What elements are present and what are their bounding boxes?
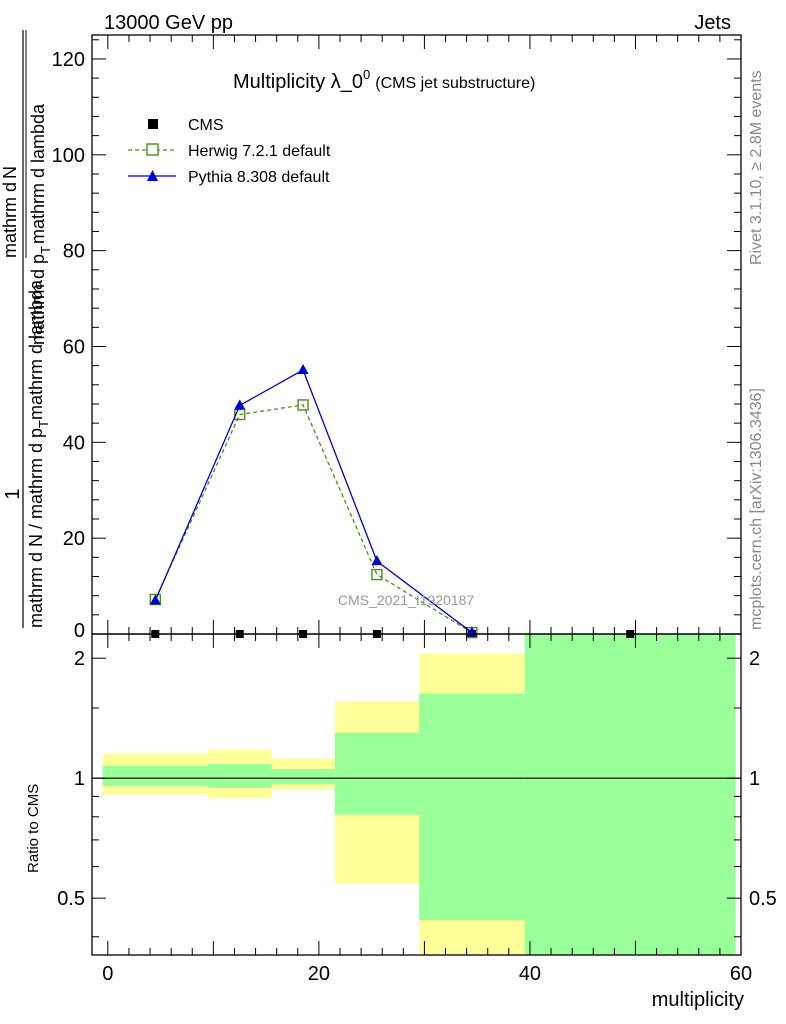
legend: CMS Herwig 7.2.1 default Pythia 8.308 de… (128, 117, 331, 186)
ratio-band-green-3 (334, 732, 420, 815)
legend-label-pythia: Pythia 8.308 default (188, 169, 330, 186)
main-ytick-label-2: 60 (63, 336, 85, 358)
ratio-ytick-label-left-0: 0.5 (57, 888, 85, 910)
ratio-band-green-0 (102, 765, 209, 787)
y-label-top-num-N: N (0, 166, 20, 179)
ratio-ytick-label-left-1: 1 (74, 768, 85, 790)
pythia-point-3 (371, 555, 383, 566)
y-label-denominator: mathrm d N / mathrm d pTmathrm d lambda (26, 279, 51, 628)
main-ytick-label-5: 120 (52, 49, 85, 71)
y-label-top-num: mathrm d N (0, 166, 20, 258)
y-label-top-den-a: mathrm d p (28, 254, 48, 345)
ratio-ytick-label-right-2: 2 (749, 648, 760, 670)
herwig-point-3 (371, 568, 383, 581)
y-label-den-tail: mathrm d lambda (26, 279, 46, 420)
pythia-point-0 (149, 594, 161, 605)
x-axis-label: multiplicity (652, 989, 744, 1011)
ratio-band-green-5 (524, 634, 736, 955)
ratio-band-green-1 (208, 764, 272, 788)
main-ytick-label-1: 40 (63, 432, 85, 454)
y-label-top-den-tail: mathrm d lambda (28, 103, 48, 244)
legend-marker-cms (148, 119, 158, 129)
plot-title-main: Multiplicity λ_0 (233, 71, 363, 93)
main-ytick-label-0: 20 (63, 528, 85, 550)
ratio-ytick-label-right-0: 0.5 (749, 888, 777, 910)
y-label-den-sub: T (36, 420, 51, 428)
y-label-top-den-sub: T (38, 246, 53, 254)
series-line-1 (154, 404, 473, 634)
x-tick-label-2: 40 (519, 963, 541, 985)
pythia-point-2 (297, 363, 309, 374)
legend-marker-herwig (146, 143, 159, 156)
y-axis-label-main: 1 mathrm d N / mathrm d pTmathrm d lambd… (0, 30, 53, 628)
rivet-label: Rivet 3.1.10, ≥ 2.8M events (748, 70, 765, 265)
x-tick-label-1: 20 (308, 963, 330, 985)
y-axis-label-ratio: Ratio to CMS (25, 784, 42, 873)
x-tick-label-3: 60 (730, 963, 752, 985)
plot-title-sup: 0 (363, 67, 370, 82)
pythia-point-1 (234, 399, 246, 410)
ratio-ytick-label-right-1: 1 (749, 768, 760, 790)
plot-title-sub: (CMS jet substructure) (375, 75, 535, 92)
y-label-numerator: 1 (2, 488, 24, 499)
x-tick-label-0: 0 (102, 963, 113, 985)
ratio-band-green-4 (419, 693, 525, 921)
y-label-den-main: mathrm d N / mathrm d p (26, 428, 46, 628)
analysis-watermark: CMS_2021_I1920187 (338, 592, 474, 608)
legend-label-herwig: Herwig 7.2.1 default (188, 143, 331, 160)
ratio-band-green-2 (271, 768, 335, 785)
herwig-point-1 (234, 408, 246, 421)
main-ytick-label-3: 80 (63, 241, 85, 263)
legend-marker-pythia (147, 170, 158, 181)
axes-group: 20 40 60 80 100 120 0 0 20 40 60 0.5 0.5 1 1 2 2 (52, 34, 777, 985)
header-jets: Jets (694, 12, 731, 34)
y-label-top-num-a: mathrm d (0, 182, 20, 258)
main-ytick-label-4: 100 (52, 145, 85, 167)
y-label-top-den: mathrm d pTmathrm d lambda (28, 103, 53, 345)
ratio-bands (92, 634, 741, 955)
legend-label-cms: CMS (188, 117, 224, 134)
ratio-plot-frame (91, 633, 742, 956)
herwig-point-2 (297, 399, 309, 411)
mcplots-label: mcplots.cern.ch [arXiv:1306.3436] (748, 388, 765, 630)
plot-title: Multiplicity λ_00 (CMS jet substructure) (233, 67, 535, 93)
main-ytick-label-zero: 0 (74, 620, 85, 642)
header-energy: 13000 GeV pp (104, 12, 233, 34)
ratio-ytick-label-left-2: 2 (74, 648, 85, 670)
